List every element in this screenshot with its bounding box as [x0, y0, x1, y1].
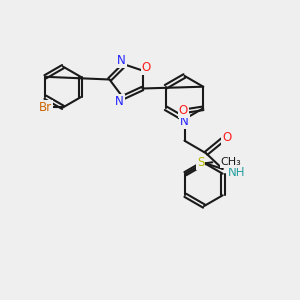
- Text: N: N: [180, 115, 189, 128]
- Text: Br: Br: [38, 101, 52, 114]
- Text: N: N: [117, 54, 126, 68]
- Text: N: N: [115, 94, 124, 108]
- Text: S: S: [197, 156, 204, 169]
- Text: O: O: [179, 104, 188, 117]
- Text: O: O: [222, 131, 231, 144]
- Text: NH: NH: [228, 166, 245, 179]
- Text: O: O: [142, 61, 151, 74]
- Text: CH₃: CH₃: [221, 157, 242, 167]
